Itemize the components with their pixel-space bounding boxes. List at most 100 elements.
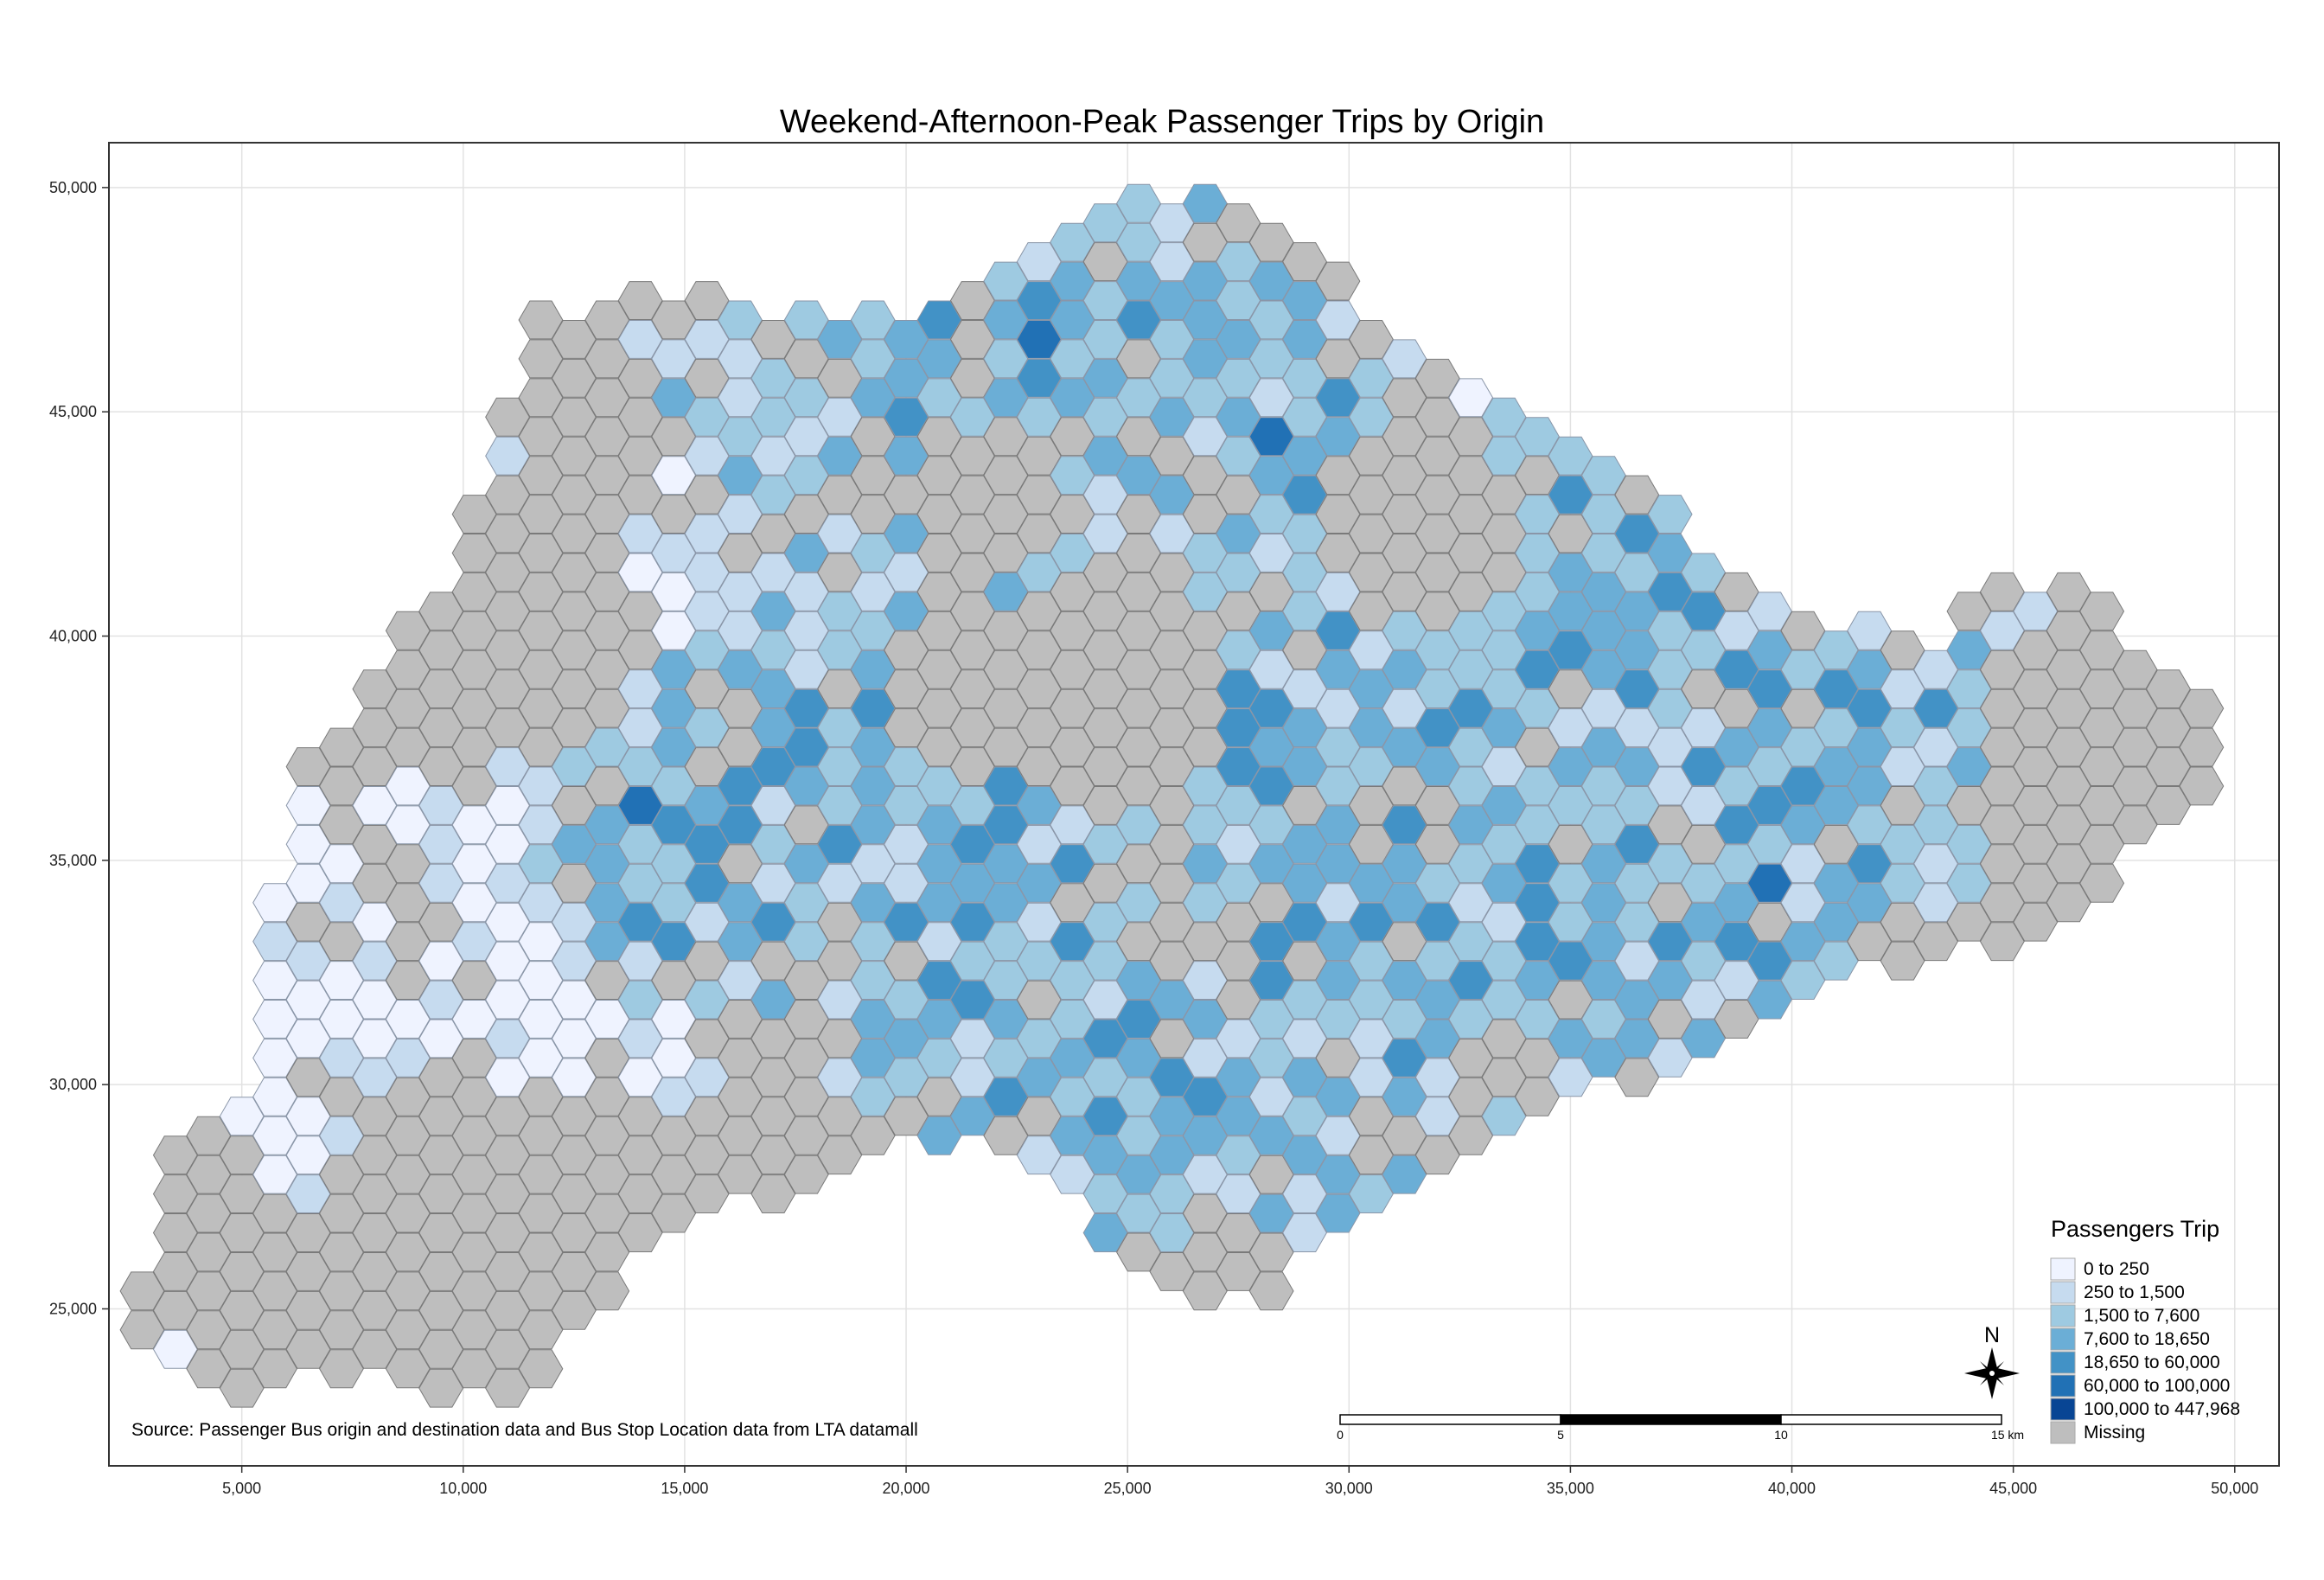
hex-cell [1448,495,1494,534]
hex-cell [1580,534,1626,573]
hex-cell [718,727,763,767]
hex-cell [949,553,995,592]
hex-cell [1348,1174,1394,1213]
hex-cell [1614,1019,1660,1059]
hex-cell [1050,1038,1095,1078]
hex-cell [584,844,630,884]
hex-cell [783,766,829,806]
y-tick-label: 25,000 [49,1300,97,1317]
hex-cell [518,805,564,845]
hex-cell [1580,844,1626,884]
hex-cell [1481,902,1527,942]
hex-cell [1880,630,1925,670]
hex-cell [617,786,663,825]
hex-cell [1348,708,1394,748]
hex-cell [252,1038,297,1078]
hex-cell [1182,922,1228,962]
hex-cell [1448,883,1494,923]
hex-cell [1116,844,1161,884]
hex-cell [884,786,929,825]
hex-cell [2079,592,2125,631]
hex-cell [518,1310,564,1350]
hex-cell [884,708,929,748]
hex-cell [750,902,796,942]
hex-cell [1913,766,1958,806]
y-tick-label: 35,000 [49,852,97,869]
hex-cell [1149,941,1195,981]
hex-cell [1182,611,1228,650]
hex-cell [1647,922,1693,962]
hex-cell [1813,786,1859,825]
hex-cell [1116,222,1161,262]
hex-cell [1681,902,1726,942]
hex-cell [451,805,497,845]
hex-cell [1315,339,1361,379]
hex-cell [916,572,962,611]
hex-cell [1780,922,1826,962]
legend-swatch [2050,1257,2076,1281]
hex-cell [1714,922,1759,962]
hex-cell [1747,669,1792,709]
y-tick-label: 40,000 [49,628,97,645]
hex-cell [750,358,796,398]
hex-cell [1182,1116,1228,1155]
hex-cell [916,378,962,418]
hex-cell [718,534,763,573]
hex-cell [1050,261,1095,301]
hex-cell [1050,534,1095,573]
hex-cell [1082,592,1128,631]
hex-cell [949,669,995,709]
hex-cell [1315,495,1361,534]
hex-cell [1050,805,1095,845]
hex-cell [1116,572,1161,611]
hex-cell [718,1038,763,1078]
hex-cell [1614,863,1660,903]
hex-cell [584,688,630,728]
hex-cell [584,1077,630,1116]
hex-cell [485,1329,530,1369]
hex-cell [1414,902,1460,942]
hex-cell [750,475,796,515]
hex-cell [385,1271,431,1311]
hex-cell [1747,786,1792,825]
hex-cell [1548,630,1593,670]
hex-cell [518,572,564,611]
hex-cell [1149,747,1195,786]
hex-cell [451,611,497,650]
hex-cell [651,534,697,573]
hex-cell [983,1116,1029,1155]
hex-cell [983,805,1029,845]
hex-cell [1348,1135,1394,1175]
hex-cell [2013,824,2059,864]
hex-cell [451,1271,497,1311]
hex-cell [1248,883,1294,923]
hex-cell [152,1329,198,1369]
hex-cell [1050,1077,1095,1116]
hex-cell [418,592,464,631]
hex-cell [1847,611,1893,650]
hex-cell [352,1019,398,1059]
hex-cell [750,320,796,359]
hex-cell [850,611,896,650]
hex-cell [1016,902,1062,942]
hex-cell [1016,824,1062,864]
hex-cell [1448,456,1494,496]
hex-cell [1747,592,1792,631]
hex-cell [1082,708,1128,748]
hex-cell [1016,592,1062,631]
hex-cell [1216,358,1261,398]
hex-cell [186,1155,232,1194]
hex-cell [1182,766,1228,806]
hex-cell [1016,514,1062,553]
hex-cell [319,1077,364,1116]
hex-cell [1016,1019,1062,1059]
hex-cell [1216,592,1261,631]
hex-cell [718,766,763,806]
hex-cell [718,844,763,884]
hex-cell [1050,572,1095,611]
legend-swatch [2050,1281,2076,1304]
hex-cell [485,902,530,942]
hex-cell [1315,1193,1361,1233]
hex-cell [1382,495,1427,534]
hex-cell [949,980,995,1020]
